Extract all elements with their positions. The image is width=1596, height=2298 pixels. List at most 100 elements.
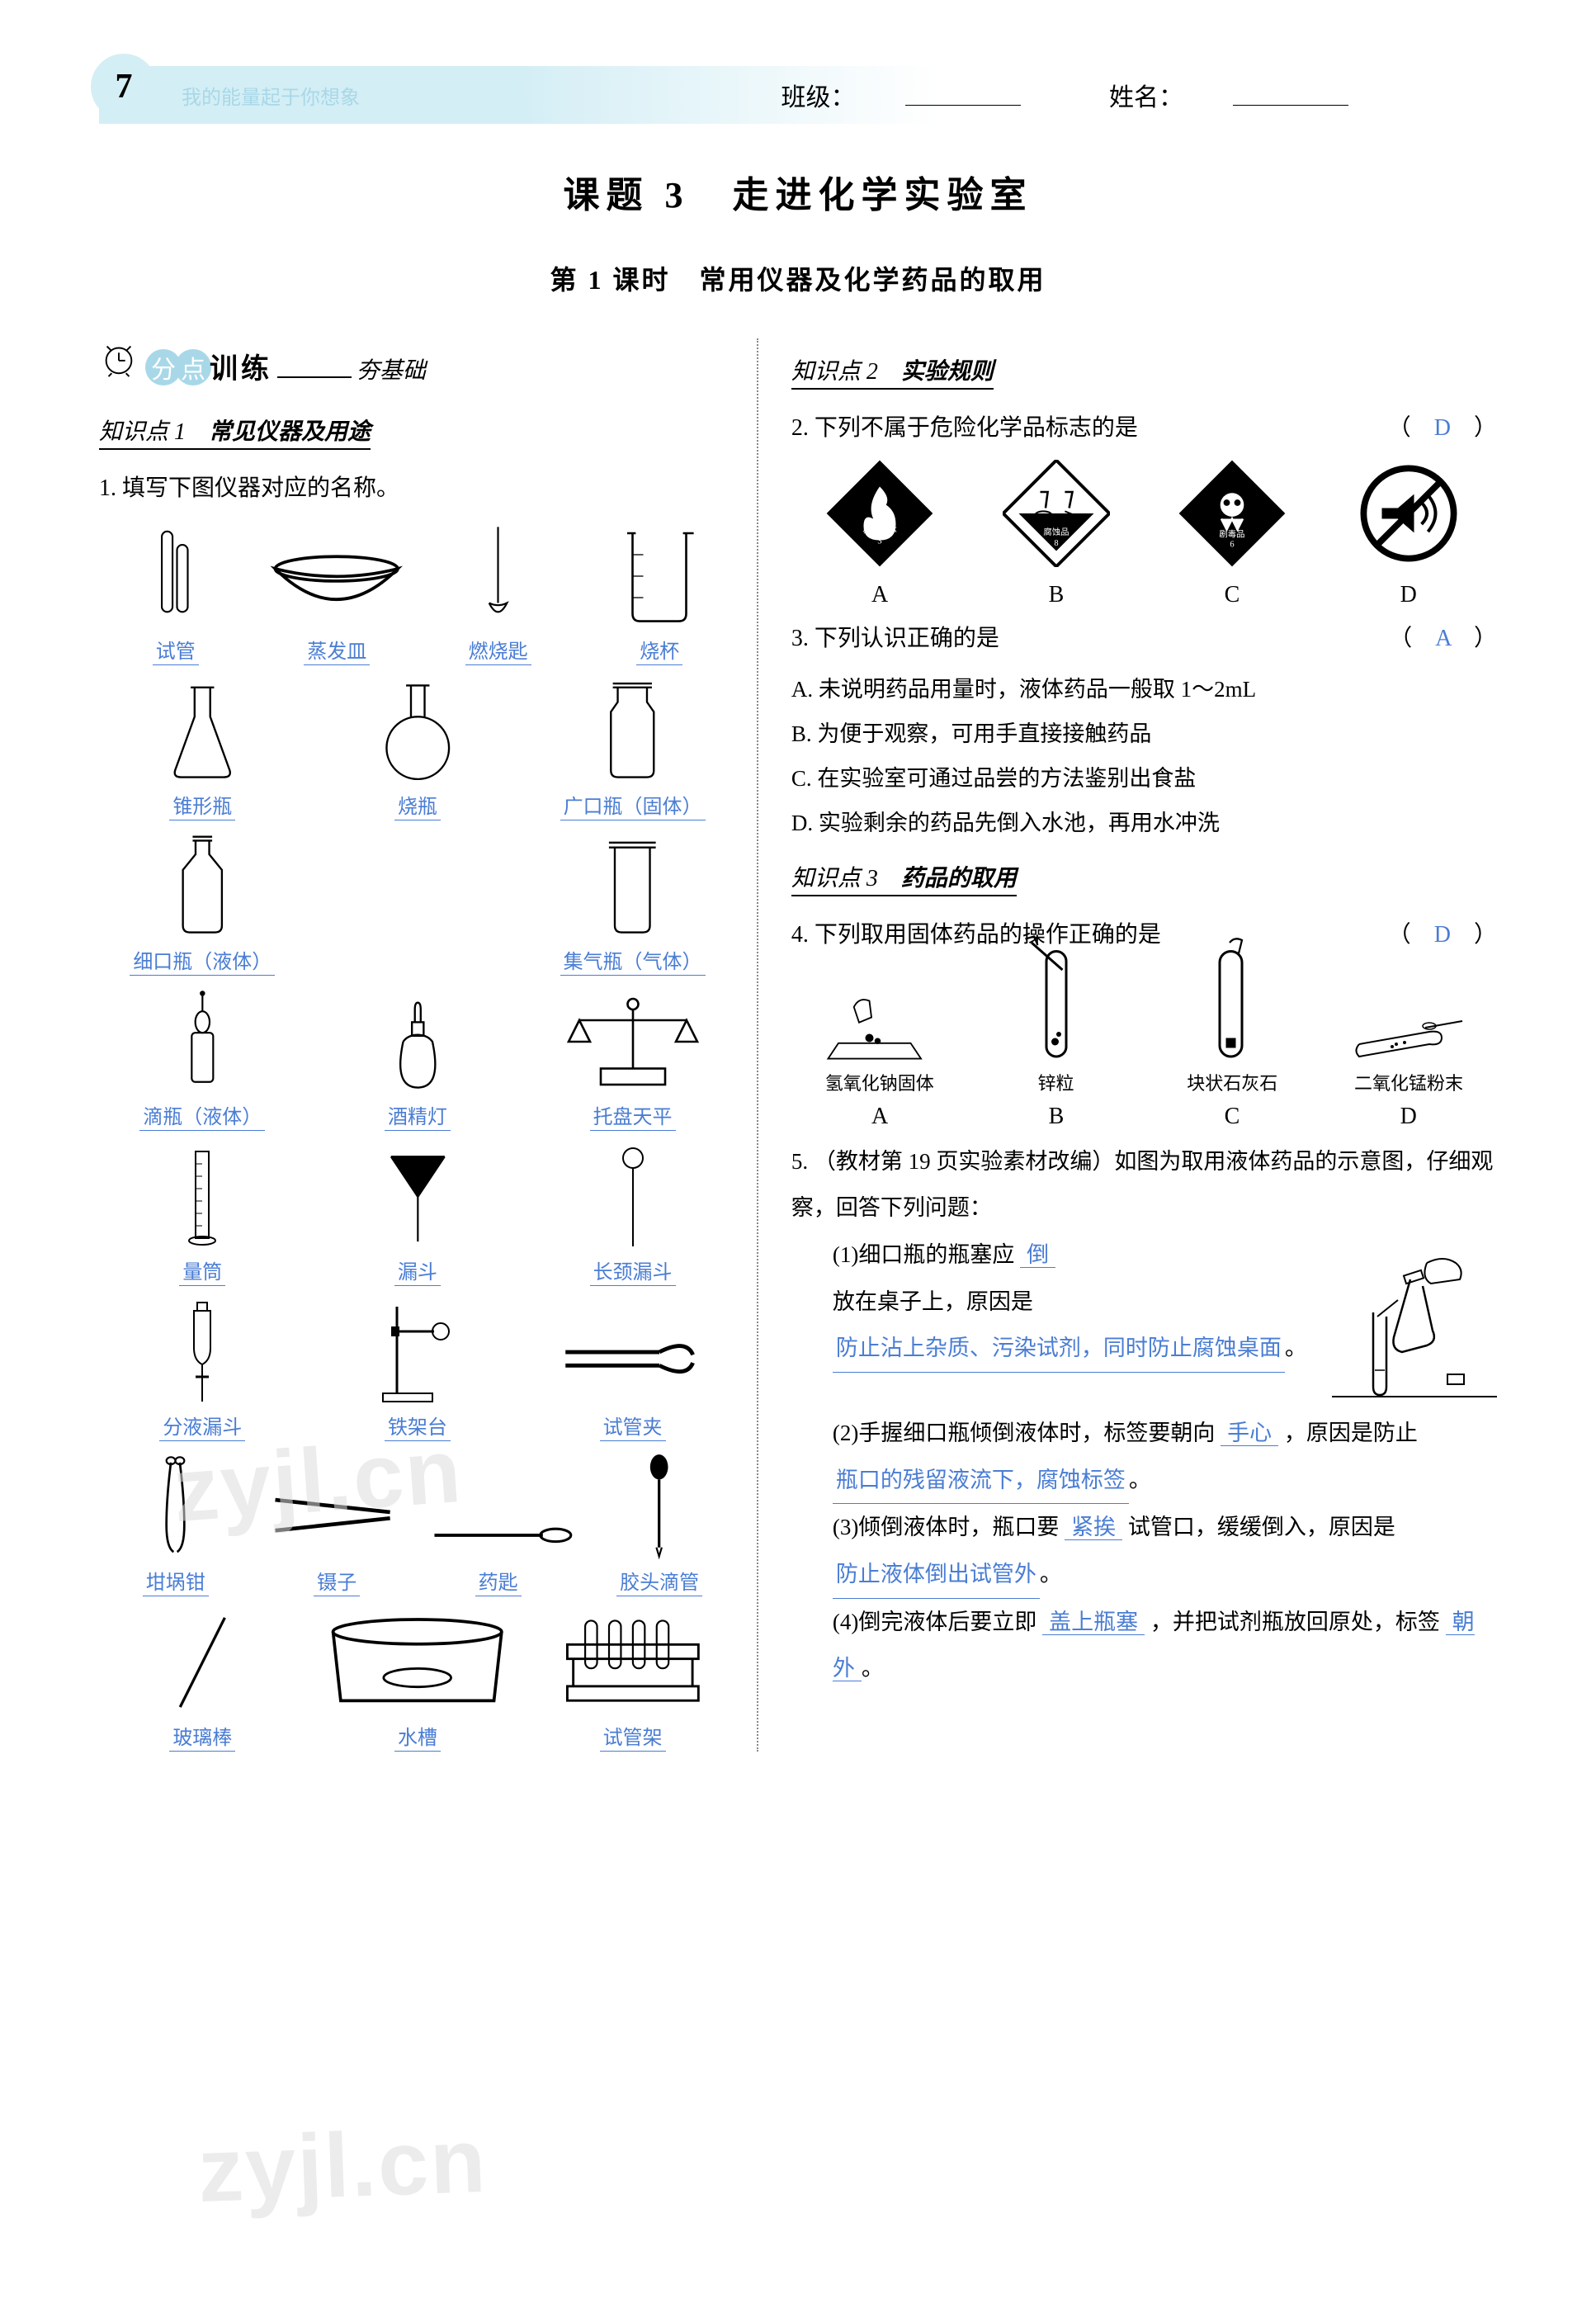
evaporating-dish-icon xyxy=(260,522,413,630)
q5-s4: (4)倒完液体后要立即 盖上瓶塞 ，并把试剂瓶放回原处，标签 朝外。 xyxy=(833,1599,1497,1692)
q3-opt-d: D. 实验剩余的药品先倒入水池，再用水冲洗 xyxy=(791,801,1497,845)
q5: 5. （教材第 19 页实验素材改编）如图为取用液体药品的示意图，仔细观察，回答… xyxy=(791,1138,1497,1693)
opt-c: C xyxy=(1225,1104,1240,1130)
instrument-row-7: 坩埚钳 镊子 药匙 胶头滴管 xyxy=(99,1454,736,1596)
name-blank[interactable] xyxy=(1233,89,1348,106)
iron-stand-icon xyxy=(314,1298,522,1406)
hazard-icons-row: 易燃液体3 腐蚀品 8 剧毒品6 xyxy=(791,460,1497,574)
q2-answer: D xyxy=(1434,415,1451,441)
opt-b: B xyxy=(1049,582,1065,608)
q5-s2-ans1: 手心 xyxy=(1221,1421,1278,1446)
badge-2: 点 xyxy=(175,349,211,385)
q3-answer: A xyxy=(1435,626,1451,651)
beaker-icon xyxy=(583,522,735,630)
inst-label: 坩埚钳 xyxy=(143,1566,209,1596)
instrument-row-5: 量筒 漏斗 长颈漏斗 xyxy=(99,1143,736,1286)
q5-s1-ans1: 倒 xyxy=(1020,1242,1055,1268)
inst-label: 集气瓶（气体） xyxy=(560,945,706,976)
opt-d: D xyxy=(1400,582,1417,608)
instrument-row-6: 分液漏斗 铁架台 试管夹 xyxy=(99,1298,736,1441)
q2-options: A B C D xyxy=(791,582,1497,608)
section-line xyxy=(277,376,352,378)
q1-text: 1. 填写下图仪器对应的名称。 xyxy=(99,466,736,510)
conical-flask-icon xyxy=(99,678,306,785)
q5-s2: (2)手握细口瓶倾倒液体时，标签要朝向 手心 ，原因是防止 瓶口的残留液流下，腐… xyxy=(833,1410,1497,1504)
long-neck-funnel-icon xyxy=(529,1143,736,1251)
toxic-icon: 剧毒品6 xyxy=(1178,460,1286,567)
no-horn-icon xyxy=(1355,460,1462,567)
inst-label: 蒸发皿 xyxy=(304,635,370,665)
knowledge-point-2: 知识点 2 实验规则 xyxy=(791,353,994,390)
knowledge-point-1: 知识点 1 常见仪器及用途 xyxy=(99,414,371,450)
instrument-row-3: 细口瓶（液体） 集气瓶（气体） xyxy=(99,833,736,976)
right-column: 知识点 2 实验规则 2. 下列不属于危险化学品标志的是 （ D ） 易燃液体3… xyxy=(783,338,1497,1752)
badge-group: 分 点 xyxy=(145,349,205,385)
glass-rod-icon xyxy=(99,1609,306,1716)
inst-label: 滴瓶（液体） xyxy=(139,1100,265,1131)
combustion-spoon-icon xyxy=(422,522,574,630)
svg-text:3: 3 xyxy=(877,537,881,546)
q3-opt-b: B. 为便于观察，可用手直接接触药品 xyxy=(791,712,1497,756)
instrument-row-4: 滴瓶（液体） 酒精灯 托盘天平 xyxy=(99,988,736,1131)
svg-text:剧毒品: 剧毒品 xyxy=(1220,529,1245,540)
inst-label: 细口瓶（液体） xyxy=(130,945,275,976)
water-trough-icon xyxy=(314,1609,522,1716)
inst-label: 水槽 xyxy=(394,1721,441,1752)
crucible-tongs-icon xyxy=(99,1454,252,1561)
instrument-row-2: 锥形瓶 烧瓶 广口瓶（固体） xyxy=(99,678,736,820)
inst-label: 玻璃棒 xyxy=(169,1721,235,1752)
q4-img-c xyxy=(1170,970,1294,1069)
q5-s4-ans1: 盖上瓶塞 xyxy=(1042,1610,1145,1635)
svg-text:易燃液体: 易燃液体 xyxy=(862,525,897,536)
pouring-diagram-icon xyxy=(1332,1238,1497,1403)
inst-label: 铁架台 xyxy=(385,1411,451,1441)
inst-label: 烧杯 xyxy=(636,635,682,665)
page-number: 7 xyxy=(116,67,133,106)
balance-icon xyxy=(529,988,736,1095)
alarm-clock-icon xyxy=(99,338,139,378)
separating-funnel-icon xyxy=(99,1298,306,1406)
svg-text:8: 8 xyxy=(1054,539,1058,548)
opt-b: B xyxy=(1049,1104,1065,1130)
round-flask-icon xyxy=(314,678,522,785)
narrow-mouth-bottle-icon xyxy=(99,833,306,940)
q4-images: 氢氧化钠固体 锌粒 块状石灰石 二氧化锰粉末 xyxy=(791,970,1497,1095)
q3-opt-a: A. 未说明药品用量时，液体药品一般取 1～2mL xyxy=(791,667,1497,712)
dropper-bottle-icon xyxy=(99,988,306,1095)
inst-label: 分液漏斗 xyxy=(159,1411,245,1441)
corrosive-icon: 腐蚀品 8 xyxy=(1003,460,1110,567)
inst-label: 托盘天平 xyxy=(590,1100,676,1131)
inst-label: 漏斗 xyxy=(394,1255,441,1286)
main-title: 课题 3 走进化学实验室 xyxy=(99,165,1497,218)
inst-label: 试管架 xyxy=(600,1721,666,1752)
wide-mouth-bottle-icon xyxy=(529,678,736,785)
q4-img-b xyxy=(994,970,1118,1069)
inst-label: 广口瓶（固体） xyxy=(560,790,706,820)
q3-opt-c: C. 在实验室可通过品尝的方法鉴别出食盐 xyxy=(791,756,1497,801)
knowledge-point-3: 知识点 3 药品的取用 xyxy=(791,860,1017,896)
instrument-row-8: 玻璃棒 水槽 试管架 xyxy=(99,1609,736,1752)
section-header: 分 点 训练 夯基础 xyxy=(99,338,736,386)
svg-text:腐蚀品: 腐蚀品 xyxy=(1043,527,1069,537)
opt-a: A xyxy=(871,1104,888,1130)
alcohol-lamp-icon xyxy=(314,988,522,1095)
inst-label: 镊子 xyxy=(314,1566,360,1596)
q5-s1-ans2: 防止沾上杂质、污染试剂，同时防止腐蚀桌面 xyxy=(833,1325,1285,1373)
flammable-icon: 易燃液体3 xyxy=(826,460,933,567)
q4-img-a xyxy=(818,970,942,1069)
class-blank[interactable] xyxy=(905,89,1021,106)
page-header: 7 我的能量起于你想象 班级： 姓名： xyxy=(99,66,1497,124)
q4-img-d xyxy=(1347,970,1471,1069)
inst-label: 锥形瓶 xyxy=(169,790,235,820)
funnel-icon xyxy=(314,1143,522,1251)
inst-label: 量筒 xyxy=(179,1255,225,1286)
inst-label: 酒精灯 xyxy=(385,1100,451,1131)
test-tube-icon xyxy=(99,522,252,630)
tweezers-icon xyxy=(260,1454,413,1561)
q5-s3: (3)倾倒液体时，瓶口要 紧挨 试管口，缓缓倒入，原因是 防止液体倒出试管外。 xyxy=(833,1504,1497,1598)
inst-label: 试管 xyxy=(153,635,199,665)
inst-label: 试管夹 xyxy=(600,1411,666,1441)
sub-title: 第 1 课时 常用仪器及化学药品的取用 xyxy=(99,259,1497,297)
svg-text:6: 6 xyxy=(1230,540,1235,549)
inst-label: 药匙 xyxy=(475,1566,522,1596)
